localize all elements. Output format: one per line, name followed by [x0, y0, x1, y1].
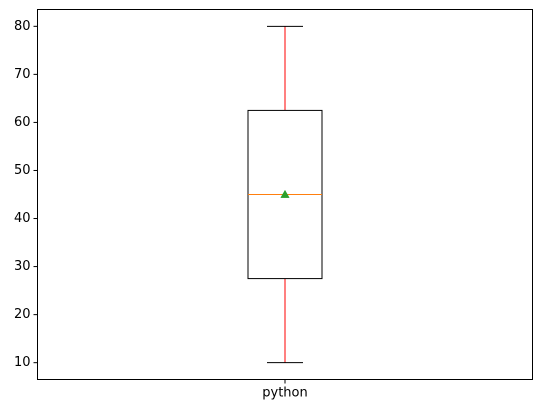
y-tick-label: 20 — [14, 307, 31, 322]
y-axis: 10 20 30 40 50 60 70 80 — [14, 19, 38, 370]
y-tick-label: 10 — [14, 355, 31, 370]
y-tick-label: 30 — [14, 259, 31, 274]
plot-area-frame — [37, 9, 533, 380]
x-axis: python — [262, 379, 308, 401]
mean-marker — [280, 189, 290, 198]
y-tick-label: 60 — [14, 115, 31, 130]
y-tick-label: 40 — [14, 211, 31, 226]
y-tick-label: 70 — [14, 67, 31, 82]
y-tick-label: 80 — [14, 19, 31, 34]
y-tick-label: 50 — [14, 163, 31, 178]
box-series — [247, 25, 323, 364]
x-tick-label: python — [262, 386, 307, 401]
